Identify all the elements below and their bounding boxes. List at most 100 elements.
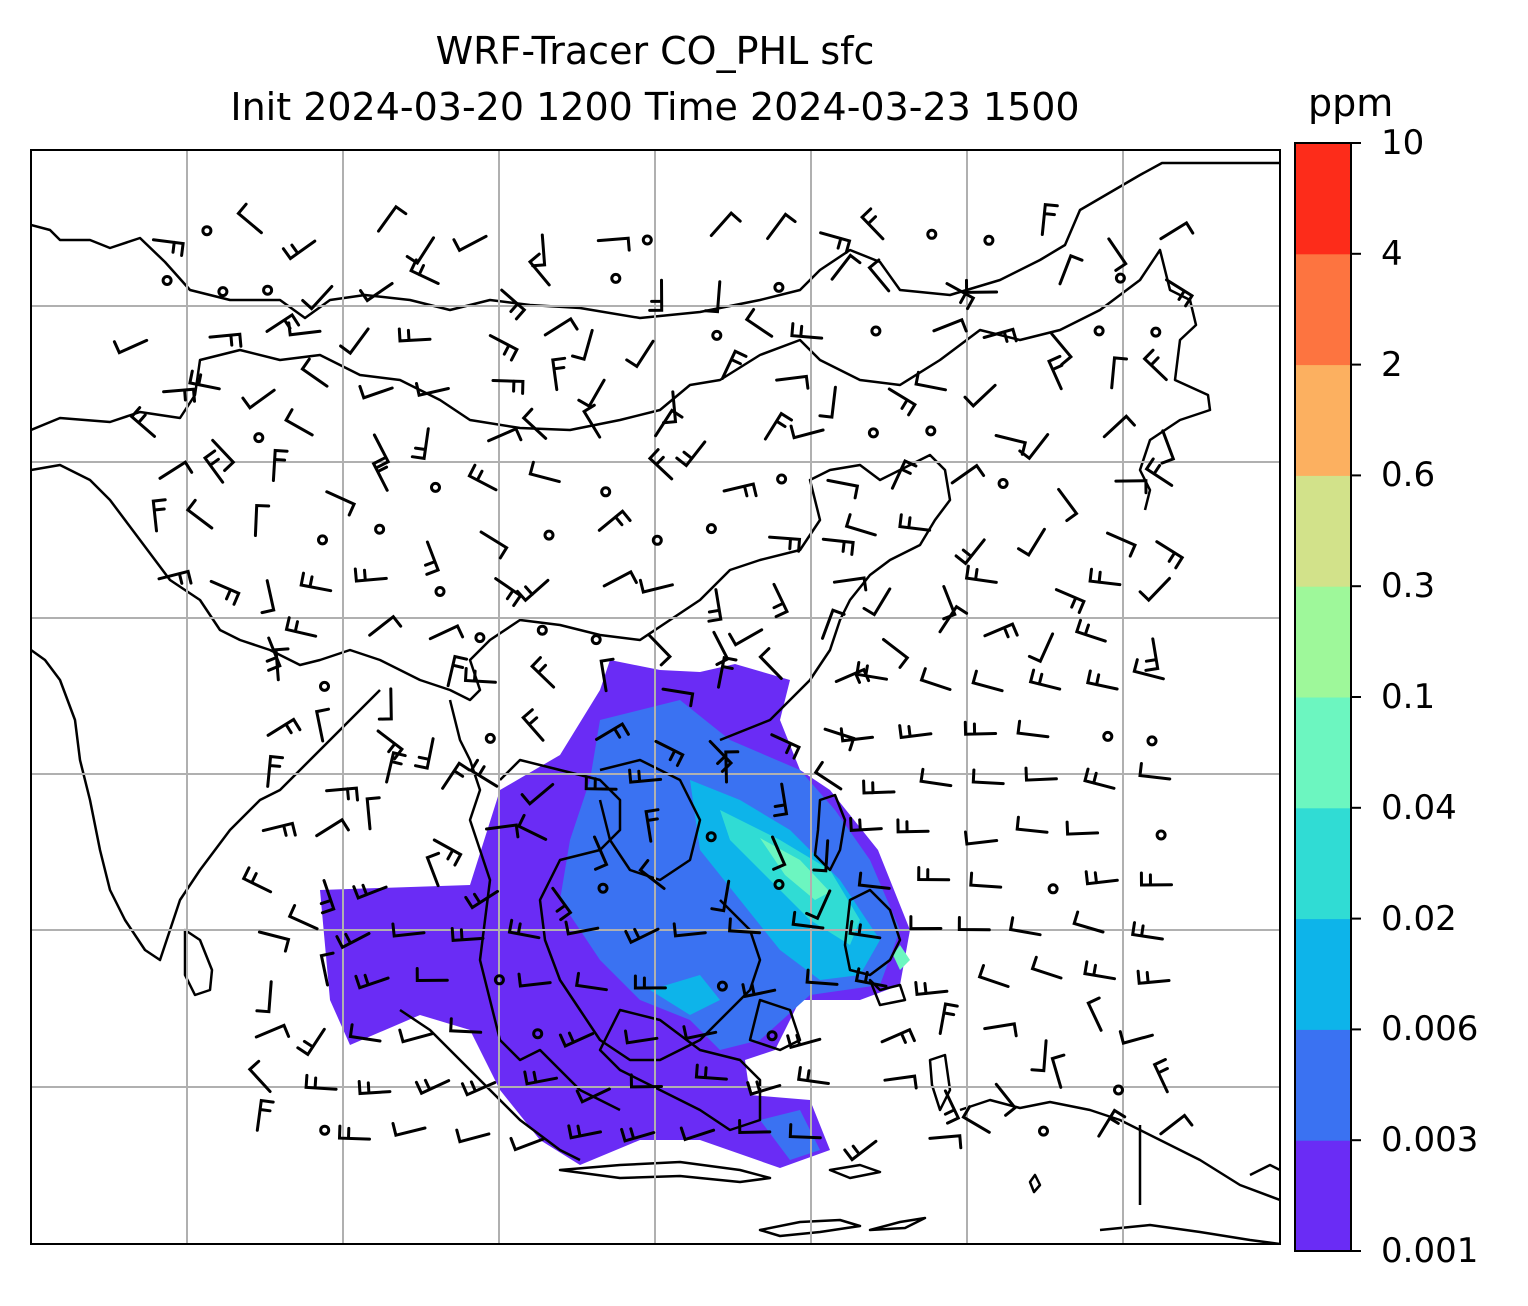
wind-barb <box>460 1080 497 1097</box>
wind-barb <box>818 385 837 419</box>
wind-barb <box>507 918 541 940</box>
wind-barb <box>898 724 933 740</box>
calm-wind-marker <box>1047 883 1059 895</box>
wind-barb <box>932 317 968 333</box>
wind-barb <box>112 338 149 355</box>
wind-barb <box>707 588 723 623</box>
wind-barb <box>1142 348 1168 382</box>
wind-barbs <box>112 202 1195 1162</box>
wind-barb <box>717 655 738 689</box>
wind-barb <box>368 614 403 637</box>
calm-wind-marker <box>1155 829 1167 841</box>
wind-barb <box>821 608 846 640</box>
calm-wind-marker <box>319 680 330 692</box>
wind-barb <box>281 239 317 261</box>
wind-barb <box>805 889 832 921</box>
calm-wind-marker <box>705 523 717 535</box>
wind-barb <box>397 327 432 343</box>
wind-barb <box>839 727 874 743</box>
calm-wind-marker <box>1150 326 1162 338</box>
wind-barb <box>909 915 943 931</box>
calm-wind-marker <box>983 234 995 246</box>
wind-barb <box>628 768 663 784</box>
wind-barb <box>942 585 957 621</box>
wind-barb <box>682 1025 718 1041</box>
wind-barb <box>1015 815 1049 834</box>
wind-barb <box>880 1027 916 1044</box>
wind-barb <box>805 968 839 986</box>
wind-barb <box>449 1017 483 1034</box>
wind-barb <box>945 282 976 311</box>
wind-barb <box>821 537 855 556</box>
wind-barb <box>738 1119 772 1135</box>
wind-barb <box>551 886 573 922</box>
wind-barb <box>488 334 519 362</box>
calm-wind-marker <box>610 272 622 284</box>
wind-barb <box>994 434 1028 456</box>
colorbar-tick-label: 0.003 <box>1381 1120 1479 1161</box>
calm-wind-marker <box>773 879 785 890</box>
wind-barb <box>950 463 986 485</box>
calm-wind-marker <box>161 275 173 286</box>
wind-barb <box>409 258 440 285</box>
wind-barb <box>1144 637 1160 672</box>
calm-wind-marker <box>997 478 1009 489</box>
wind-barb <box>638 578 674 594</box>
wind-barb <box>353 567 388 583</box>
wind-barb <box>424 540 441 576</box>
calm-wind-marker <box>1113 1084 1124 1096</box>
wind-barb <box>523 1070 558 1086</box>
wind-barb <box>854 967 888 988</box>
wind-barb <box>862 587 892 617</box>
wind-barb <box>1110 356 1128 390</box>
wind-barb <box>994 1082 1018 1117</box>
wind-barb <box>832 576 868 592</box>
wind-barb <box>315 817 350 838</box>
wind-barb <box>812 839 830 873</box>
wind-barb <box>830 253 862 281</box>
wind-barb <box>1028 668 1062 691</box>
wind-barb <box>789 424 825 440</box>
wind-barb <box>1057 487 1079 523</box>
wind-barb <box>377 687 393 721</box>
wind-barb <box>1054 588 1086 614</box>
wind-barb <box>129 406 156 438</box>
wind-barb <box>928 1134 963 1150</box>
wind-barb <box>487 426 523 443</box>
wind-barb <box>162 387 196 403</box>
wind-barb <box>917 866 951 882</box>
wind-barb <box>455 1128 491 1144</box>
wind-barb <box>919 667 952 691</box>
calm-wind-marker <box>641 234 653 246</box>
wind-barb <box>595 721 630 741</box>
wind-barb <box>744 308 774 338</box>
calm-wind-marker <box>253 432 265 444</box>
wind-barb <box>709 210 742 237</box>
wind-barb <box>896 818 930 834</box>
wind-barb <box>463 667 497 684</box>
wind-barb <box>354 973 390 990</box>
wind-barb <box>1139 871 1173 887</box>
calm-wind-marker <box>925 425 937 437</box>
wind-barb <box>625 339 655 369</box>
wind-barb <box>491 379 525 395</box>
wind-barb <box>819 231 852 254</box>
wind-barb <box>882 638 910 669</box>
wind-barb <box>337 1124 371 1141</box>
wind-barb <box>446 654 469 688</box>
wind-barb <box>255 1098 275 1132</box>
colorbar-frame <box>1294 142 1352 1252</box>
wind-barb <box>957 916 991 932</box>
wind-barb <box>377 204 408 233</box>
wind-barb <box>527 252 551 287</box>
wind-barb <box>241 866 273 894</box>
wind-barb <box>410 427 430 461</box>
wind-barb <box>1018 433 1050 461</box>
wind-barb <box>255 980 273 1014</box>
wind-barb <box>479 530 509 560</box>
wind-barb <box>772 582 790 619</box>
wind-barb <box>654 408 684 438</box>
wind-barb <box>577 378 606 409</box>
colorbar-tick-label: 4 <box>1381 233 1403 274</box>
wind-barb <box>1040 202 1059 236</box>
